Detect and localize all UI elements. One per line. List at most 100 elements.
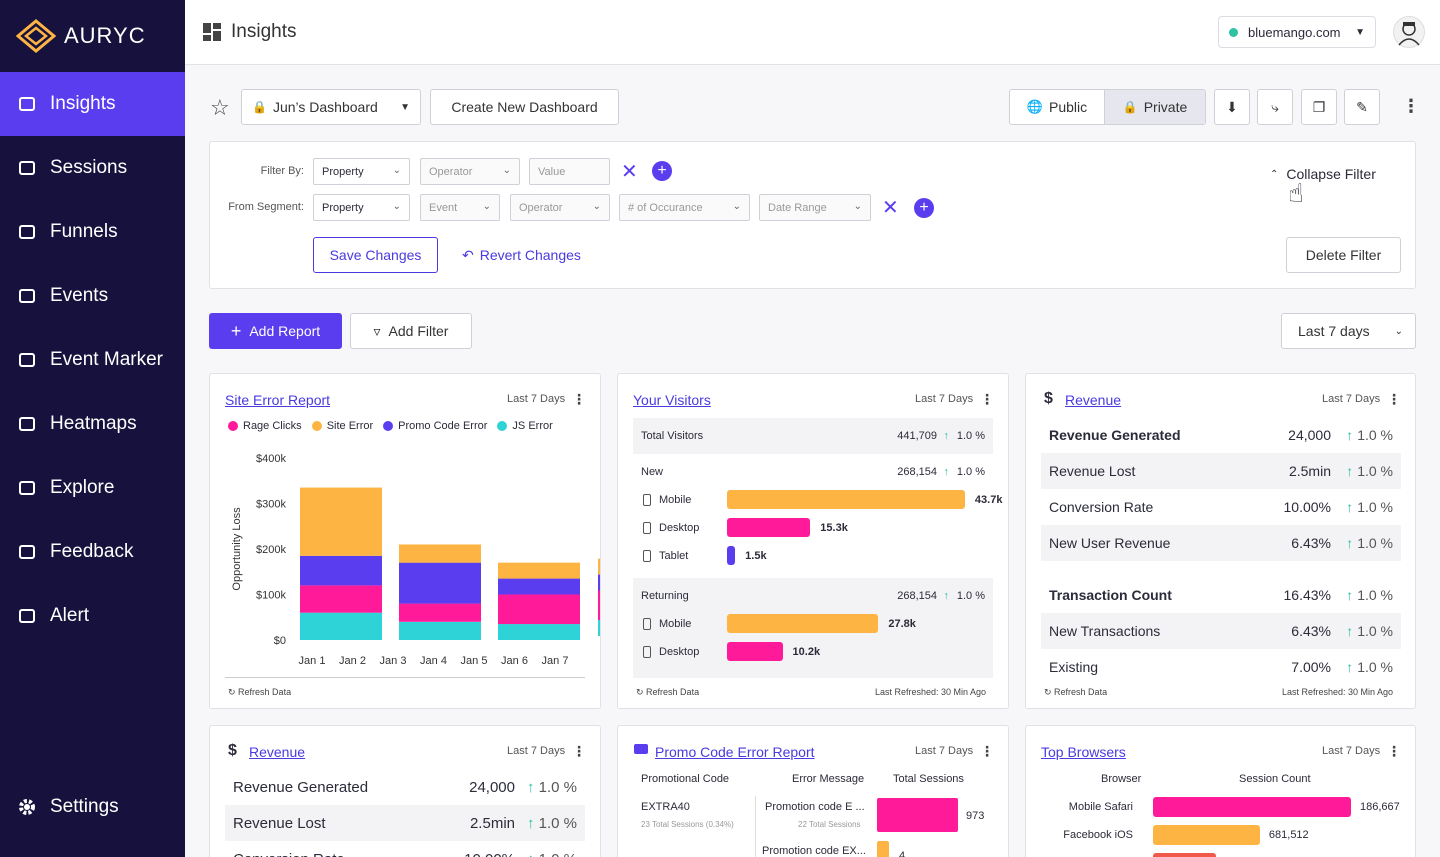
sidebar-item-explore[interactable]: Explore (0, 456, 185, 520)
add-segment-row-icon[interactable]: + (914, 198, 934, 218)
metric-row: Conversion Rate 10.00% ↑ 1.0 % (1041, 489, 1401, 525)
sidebar-item-heatmaps[interactable]: Heatmaps (0, 392, 185, 456)
device-bar[interactable] (727, 614, 879, 633)
select-value: Event (429, 201, 458, 214)
download-button[interactable]: ⬇ (1214, 89, 1250, 125)
card-title[interactable]: Promo Code Error Report (655, 744, 815, 760)
copy-button[interactable]: ❐ (1301, 89, 1337, 125)
metric-pct: 1.0 % (538, 814, 577, 832)
add-report-button[interactable]: + Add Report (209, 313, 342, 349)
collapse-filter-button[interactable]: ⌃ Collapse Filter (1270, 166, 1376, 182)
bar-js-error[interactable] (399, 621, 481, 640)
bar-js-error[interactable] (498, 624, 580, 640)
browser-bar[interactable] (1153, 853, 1217, 857)
segment-occurance-select[interactable]: # of Occurance ⌄ (619, 194, 750, 221)
kebab-menu-icon[interactable]: ⋮ (980, 743, 994, 759)
device-bar[interactable] (727, 490, 965, 509)
bar-js-error[interactable] (300, 612, 382, 640)
filter-property-select[interactable]: Property ⌄ (313, 158, 410, 185)
sidebar-item-event-marker[interactable]: Event Marker (0, 328, 185, 392)
sidebar-item-feedback[interactable]: Feedback (0, 520, 185, 584)
card-title[interactable]: Revenue (249, 744, 306, 760)
monitor-icon (18, 351, 36, 369)
bar-promo-code-error[interactable] (399, 562, 481, 604)
share-button[interactable]: ⤷ (1257, 89, 1293, 125)
browser-bar[interactable] (1153, 797, 1351, 817)
last-refreshed: Last Refreshed: 30 Min Ago (1282, 687, 1394, 697)
browser-value: 186,667 (1360, 801, 1400, 813)
public-option[interactable]: 🌐 Public (1010, 90, 1105, 124)
browser-bar[interactable] (1153, 825, 1260, 845)
kebab-menu-icon[interactable]: ⋮ (572, 743, 586, 759)
segment-property-select[interactable]: Property ⌄ (313, 194, 410, 221)
device-bar[interactable] (727, 546, 736, 565)
kebab-menu-icon[interactable]: ⋮ (980, 391, 994, 407)
domain-selector[interactable]: bluemango.com ▼ (1218, 16, 1376, 48)
metric-pct: 1.0 % (1357, 427, 1393, 443)
metric-label: Revenue Generated (1049, 427, 1181, 443)
legend-entry[interactable]: JS Error (497, 420, 553, 432)
bar-rage-clicks[interactable] (300, 585, 382, 613)
star-icon[interactable]: ☆ (210, 95, 230, 120)
y-tick-label: $400k (256, 453, 286, 465)
kebab-menu-icon[interactable]: ⋮ (1387, 743, 1401, 759)
card-title[interactable]: Top Browsers (1041, 744, 1126, 760)
avatar[interactable] (1393, 16, 1425, 48)
add-filter-row-icon[interactable]: + (652, 161, 672, 181)
close-icon[interactable]: ✕ (621, 161, 638, 183)
bar-partial (598, 620, 600, 636)
returning-label: Returning (641, 590, 689, 602)
delete-filter-button[interactable]: Delete Filter (1286, 237, 1401, 273)
filter-operator-select[interactable]: Operator ⌄ (420, 158, 520, 185)
sidebar-item-insights[interactable]: Insights (0, 72, 185, 136)
bar-promo-code-error[interactable] (498, 578, 580, 595)
filter-value-input[interactable]: Value (529, 158, 610, 185)
close-icon[interactable]: ✕ (882, 197, 899, 219)
sidebar-item-events[interactable]: Events (0, 264, 185, 328)
segment-event-select[interactable]: Event ⌄ (420, 194, 500, 221)
bar-promo-code-error[interactable] (300, 555, 382, 586)
bar-site-error[interactable] (399, 544, 481, 563)
logo[interactable]: AURYC (0, 0, 185, 72)
metric-pct: 1.0 % (1357, 535, 1393, 551)
card-title[interactable]: Site Error Report (225, 392, 331, 408)
device-bar[interactable] (727, 642, 783, 661)
legend-entry[interactable]: Rage Clicks (228, 420, 302, 432)
promo-code: EXTRA40 (641, 801, 690, 813)
private-option[interactable]: 🔒 Private (1105, 90, 1205, 124)
dashboard-select[interactable]: 🔒 Jun’s Dashboard ▼ (241, 89, 421, 125)
up-arrow-icon: ↑ (1346, 499, 1358, 515)
revert-changes-button[interactable]: ↶ Revert Changes (462, 247, 581, 264)
bar-site-error[interactable] (300, 487, 382, 556)
device-bar[interactable] (727, 518, 811, 537)
card-title[interactable]: Revenue (1065, 392, 1122, 408)
sidebar-item-funnels[interactable]: Funnels (0, 200, 185, 264)
kebab-menu-icon[interactable]: ⋮ (572, 391, 586, 407)
create-dashboard-button[interactable]: Create New Dashboard (430, 89, 619, 125)
add-filter-button[interactable]: ▿ Add Filter (350, 313, 472, 349)
metric-value: 2.5min (1288, 463, 1331, 479)
sidebar-item-settings[interactable]: Settings (0, 775, 185, 839)
kebab-menu-icon[interactable]: ⋮ (1387, 391, 1401, 407)
sidebar-item-sessions[interactable]: Sessions (0, 136, 185, 200)
bar-rage-clicks[interactable] (399, 603, 481, 622)
date-range-select[interactable]: Last 7 days ⌄ (1281, 313, 1416, 349)
segment-operator-select[interactable]: Operator ⌄ (510, 194, 610, 221)
sidebar-item-alert[interactable]: Alert (0, 584, 185, 648)
bar-site-error[interactable] (498, 562, 580, 579)
save-changes-button[interactable]: Save Changes (313, 237, 438, 273)
legend-entry[interactable]: Promo Code Error (383, 420, 487, 432)
metric-change: ↑ 1.0 % (1346, 587, 1393, 603)
edit-button[interactable]: ✎ (1344, 89, 1380, 125)
legend-entry[interactable]: Site Error (311, 420, 373, 432)
bar-rage-clicks[interactable] (498, 594, 580, 625)
card-title[interactable]: Your Visitors (633, 392, 711, 408)
refresh-data-button[interactable]: ↻ Refresh Data (228, 687, 292, 697)
col-header: Browser (1101, 773, 1142, 785)
kebab-menu-icon[interactable]: ⋮ (1402, 96, 1420, 116)
segment-date-range-select[interactable]: Date Range ⌄ (759, 194, 871, 221)
refresh-data-button[interactable]: ↻ Refresh Data (636, 687, 700, 697)
new-pct: 1.0 % (956, 466, 985, 478)
refresh-data-button[interactable]: ↻ Refresh Data (1044, 687, 1108, 697)
card-period: Last 7 Days (1322, 393, 1381, 405)
